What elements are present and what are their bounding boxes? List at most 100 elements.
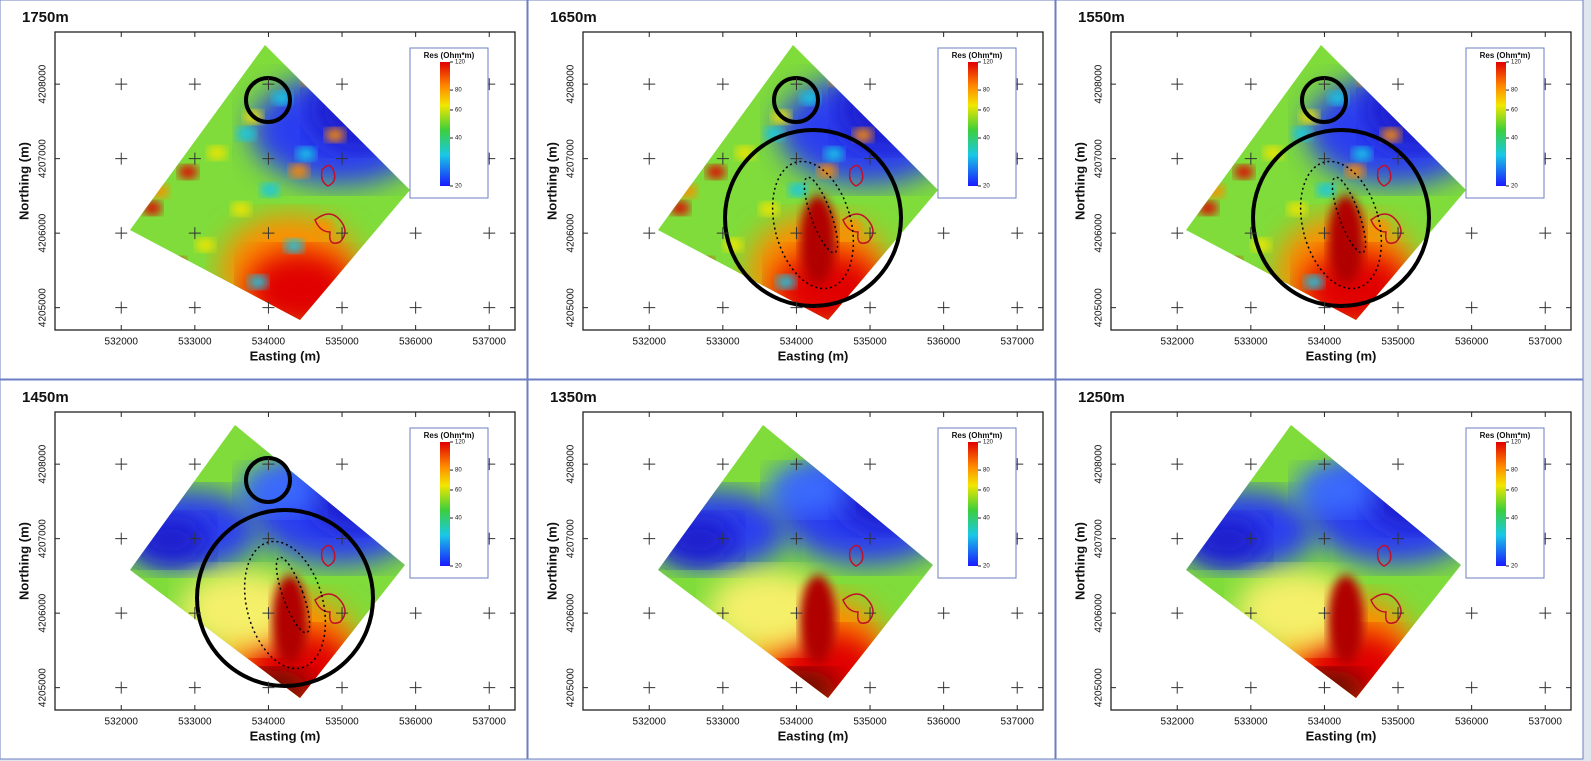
plot-frame (582, 411, 1044, 711)
grid-cross (262, 681, 275, 694)
colorbar-tick-label: 120 (1511, 60, 1522, 66)
grid-cross (1171, 532, 1184, 545)
x-tick-label: 537000 (473, 337, 507, 348)
grid-cross (790, 78, 803, 91)
grid-cross (1318, 458, 1331, 471)
colorbar-tick-label: 40 (455, 516, 462, 522)
x-tick-label: 536000 (1455, 717, 1489, 728)
x-axis-label: Easting (m) (1306, 348, 1377, 363)
legend-title: Res (Ohm*m) (424, 51, 475, 60)
grid-cross (716, 301, 729, 314)
x-tick-label: 536000 (927, 717, 961, 728)
grid-cross (1539, 301, 1552, 314)
x-tick-label: 535000 (853, 717, 887, 728)
grid-cross (188, 458, 201, 471)
grid-cross (937, 681, 950, 694)
x-tick-label: 534000 (780, 337, 814, 348)
grid-cross (790, 301, 803, 314)
legend-title: Res (Ohm*m) (1480, 431, 1531, 440)
grid-cross (790, 681, 803, 694)
grid-cross (115, 301, 128, 314)
grid-cross (336, 152, 349, 165)
y-tick-label: 4206000 (1094, 213, 1105, 252)
x-tick-label: 537000 (1529, 337, 1563, 348)
grid-cross (864, 532, 877, 545)
y-axis-label: Northing (m) (544, 522, 559, 600)
grid-cross (937, 227, 950, 240)
panel: 1650m 532000 533000 534000 535000 536000 53700… (527, 0, 1056, 380)
y-tick-label: 4207000 (38, 519, 49, 558)
colorbar-tick-label: 80 (983, 468, 990, 474)
grid-cross (864, 227, 877, 240)
x-tick-label: 532000 (1161, 337, 1195, 348)
grid-cross (409, 607, 422, 620)
x-tick-label: 532000 (105, 717, 139, 728)
x-tick-label: 535000 (325, 337, 359, 348)
colorbar (440, 62, 450, 186)
x-tick-label: 535000 (853, 337, 887, 348)
grid-cross (643, 227, 656, 240)
panel: 1750m 532000 533000 534000 535000 536000 53700… (0, 0, 528, 380)
x-tick-label: 533000 (706, 337, 740, 348)
grid-cross (1392, 227, 1405, 240)
grid-cross (1244, 681, 1257, 694)
colorbar-tick-label: 120 (455, 440, 466, 446)
grid-cross (1244, 227, 1257, 240)
y-tick-label: 4208000 (566, 444, 577, 483)
grid-cross (716, 78, 729, 91)
anomaly-outline (1376, 544, 1392, 567)
grid-cross (483, 607, 496, 620)
colorbar-tick-label: 40 (983, 516, 990, 522)
grid-cross (716, 681, 729, 694)
grid-cross (643, 532, 656, 545)
x-tick-label: 532000 (105, 337, 139, 348)
grid-cross (1539, 681, 1552, 694)
x-tick-label: 532000 (633, 337, 667, 348)
panel-title: 1250m (1078, 389, 1125, 406)
grid-cross (1171, 301, 1184, 314)
grid-cross (1318, 681, 1331, 694)
x-tick-label: 535000 (1381, 717, 1415, 728)
grid-cross (1465, 607, 1478, 620)
plot-frame (1110, 411, 1572, 711)
panel-title: 1350m (550, 389, 597, 406)
grid-cross (790, 458, 803, 471)
grid-cross (336, 532, 349, 545)
grid-cross (115, 152, 128, 165)
y-tick-label: 4206000 (566, 593, 577, 632)
x-tick-label: 535000 (325, 717, 359, 728)
colorbar-tick-label: 40 (455, 136, 462, 142)
grid-cross (790, 227, 803, 240)
colorbar-tick-label: 20 (455, 184, 462, 190)
legend-title: Res (Ohm*m) (952, 431, 1003, 440)
colorbar-tick-label: 60 (1511, 488, 1518, 494)
plot-frame (1110, 31, 1572, 331)
anomaly-outline (314, 213, 346, 244)
grid-cross (1318, 301, 1331, 314)
y-tick-label: 4205000 (38, 668, 49, 707)
grid-cross (188, 152, 201, 165)
grid-cross (1539, 227, 1552, 240)
grid-cross (336, 78, 349, 91)
x-tick-label: 534000 (1308, 337, 1342, 348)
grid-cross (115, 532, 128, 545)
x-axis-label: Easting (m) (250, 728, 321, 743)
grid-cross (716, 458, 729, 471)
marker-circle (1251, 128, 1431, 308)
grid-cross (1171, 458, 1184, 471)
grid-cross (1171, 681, 1184, 694)
colorbar-tick-label: 80 (1511, 468, 1518, 474)
grid-cross (483, 227, 496, 240)
grid-cross (336, 458, 349, 471)
x-tick-label: 536000 (927, 337, 961, 348)
y-tick-label: 4207000 (566, 139, 577, 178)
grid-cross (262, 607, 275, 620)
grid-cross (864, 607, 877, 620)
panel: 1250m 532000 533000 534000 535000 536000 53700… (1055, 379, 1584, 760)
panel: 1450m 532000 533000 534000 535000 536000 53700… (0, 379, 528, 760)
marker-circle (772, 76, 820, 124)
grid-cross (115, 458, 128, 471)
x-tick-label: 537000 (473, 717, 507, 728)
grid-cross (864, 458, 877, 471)
anomaly-outline (1376, 164, 1392, 187)
